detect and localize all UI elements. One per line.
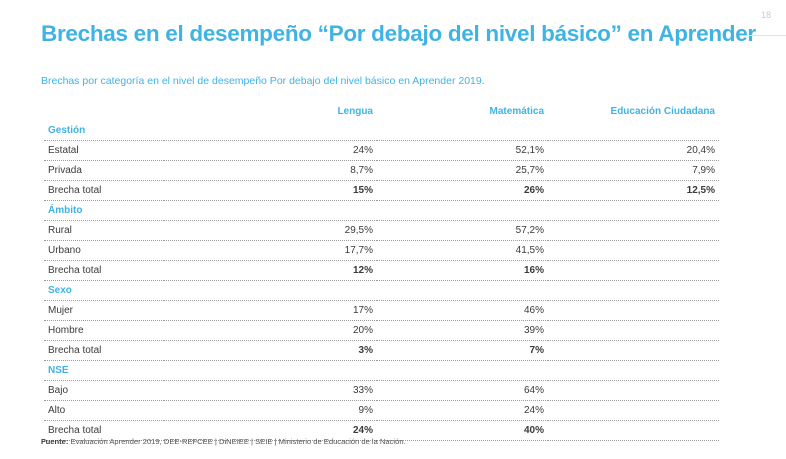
table-cell <box>548 360 719 381</box>
table-cell: 7,9% <box>548 160 719 181</box>
table-cell: 26% <box>377 180 548 201</box>
table-row: Brecha total 15% 26% 12,5% <box>44 180 719 201</box>
page-number-divider <box>746 35 786 36</box>
source-note: Fuente: Evaluación Aprender 2019, DEE-RE… <box>41 437 406 446</box>
column-header-lengua: Lengua <box>337 106 373 117</box>
row-label: Brecha total <box>44 420 164 441</box>
table-row: Hombre 20% 39% <box>44 320 719 341</box>
page-number: 18 <box>760 10 771 20</box>
table-cell <box>548 220 719 241</box>
row-label: Privada <box>44 160 164 181</box>
table-cell: 20,4% <box>548 140 719 161</box>
table-cell <box>164 280 377 301</box>
row-label: Brecha total <box>44 340 164 361</box>
table-cell <box>548 240 719 261</box>
table-cell <box>548 300 719 321</box>
row-label: Mujer <box>44 300 164 321</box>
table-cell: 7% <box>377 340 548 361</box>
table-cell: 15% <box>164 180 377 201</box>
table-cell <box>548 380 719 401</box>
table-cell: 46% <box>377 300 548 321</box>
category-label: NSE <box>44 360 164 381</box>
table-cell <box>377 280 548 301</box>
table-body: Gestión Estatal 24% 52,1% 20,4% Privada 8,7% 25… <box>44 121 719 441</box>
table-cell <box>548 280 719 301</box>
category-label: Sexo <box>44 280 164 301</box>
table-cell: 17,7% <box>164 240 377 261</box>
table-caption: Brechas por categoría en el nivel de des… <box>41 75 485 87</box>
source-text: Evaluación Aprender 2019, DEE-REFCEE | D… <box>68 437 406 446</box>
table-cell <box>548 400 719 421</box>
table-cell: 3% <box>164 340 377 361</box>
table-cell <box>548 200 719 221</box>
table-cell <box>377 121 548 141</box>
header-corner <box>44 102 164 121</box>
table-row: Brecha total 3% 7% <box>44 340 719 361</box>
table-cell <box>548 320 719 341</box>
category-label: Gestión <box>44 121 164 141</box>
table-cell: 40% <box>377 420 548 441</box>
table-row: Brecha total 24% 40% <box>44 420 719 441</box>
table-cell: 20% <box>164 320 377 341</box>
table-cell: 24% <box>377 400 548 421</box>
table-row: Mujer 17% 46% <box>44 300 719 321</box>
table-row: Brecha total 12% 16% <box>44 260 719 281</box>
table-cell: 25,7% <box>377 160 548 181</box>
row-label: Hombre <box>44 320 164 341</box>
table-row: Urbano 17,7% 41,5% <box>44 240 719 261</box>
table-cell: 52,1% <box>377 140 548 161</box>
column-header-educacion-ciudadana: Educación Ciudadana <box>610 106 715 117</box>
table-cell: 29,5% <box>164 220 377 241</box>
table-row: Alto 9% 24% <box>44 400 719 421</box>
row-label: Alto <box>44 400 164 421</box>
column-header-matematica: Matemática <box>489 106 544 117</box>
table-cell <box>164 121 377 141</box>
table-cell <box>548 121 719 141</box>
table-category-row: Gestión <box>44 121 719 141</box>
source-label: Fuente: <box>41 437 69 446</box>
table-header-row: Lengua Matemática Educación Ciudadana <box>44 102 719 121</box>
table-cell: 41,5% <box>377 240 548 261</box>
table-category-row: Ámbito <box>44 200 719 221</box>
table-cell <box>548 260 719 281</box>
table-cell <box>164 360 377 381</box>
row-label: Bajo <box>44 380 164 401</box>
table-row: Privada 8,7% 25,7% 7,9% <box>44 160 719 181</box>
table-cell: 33% <box>164 380 377 401</box>
table-category-row: Sexo <box>44 280 719 301</box>
table-cell <box>548 420 719 441</box>
row-label: Brecha total <box>44 260 164 281</box>
table-cell: 16% <box>377 260 548 281</box>
table-cell: 57,2% <box>377 220 548 241</box>
row-label: Estatal <box>44 140 164 161</box>
table-cell: 39% <box>377 320 548 341</box>
table-cell: 12,5% <box>548 180 719 201</box>
table-cell <box>164 200 377 221</box>
table-cell <box>377 360 548 381</box>
table-cell: 24% <box>164 420 377 441</box>
row-label: Urbano <box>44 240 164 261</box>
table-row: Bajo 33% 64% <box>44 380 719 401</box>
category-label: Ámbito <box>44 200 164 221</box>
table-category-row: NSE <box>44 360 719 381</box>
row-label: Rural <box>44 220 164 241</box>
table-cell <box>548 340 719 361</box>
table-cell: 24% <box>164 140 377 161</box>
table-row: Rural 29,5% 57,2% <box>44 220 719 241</box>
page-title: Brechas en el desempeño “Por debajo del … <box>41 21 756 46</box>
performance-gap-table: Lengua Matemática Educación Ciudadana Ge… <box>44 102 719 441</box>
table-cell: 17% <box>164 300 377 321</box>
table-cell <box>377 200 548 221</box>
table-cell: 9% <box>164 400 377 421</box>
table-row: Estatal 24% 52,1% 20,4% <box>44 140 719 161</box>
table-cell: 12% <box>164 260 377 281</box>
row-label: Brecha total <box>44 180 164 201</box>
table-cell: 64% <box>377 380 548 401</box>
table-cell: 8,7% <box>164 160 377 181</box>
